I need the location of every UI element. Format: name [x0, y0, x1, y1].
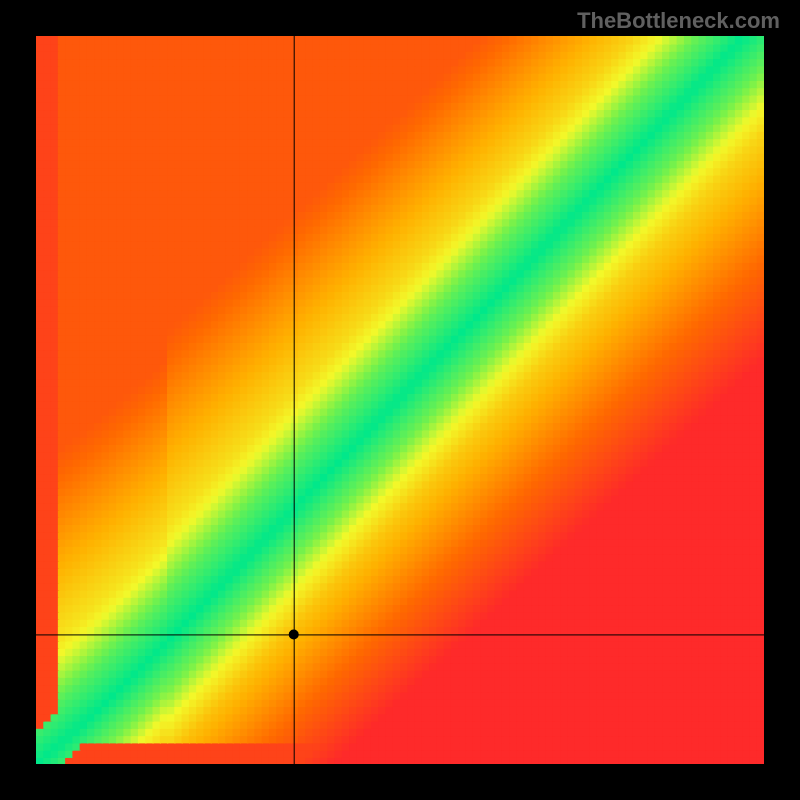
plot-area [36, 36, 764, 764]
chart-container: TheBottleneck.com [0, 0, 800, 800]
watermark-text: TheBottleneck.com [577, 8, 780, 34]
heatmap-canvas [36, 36, 764, 764]
